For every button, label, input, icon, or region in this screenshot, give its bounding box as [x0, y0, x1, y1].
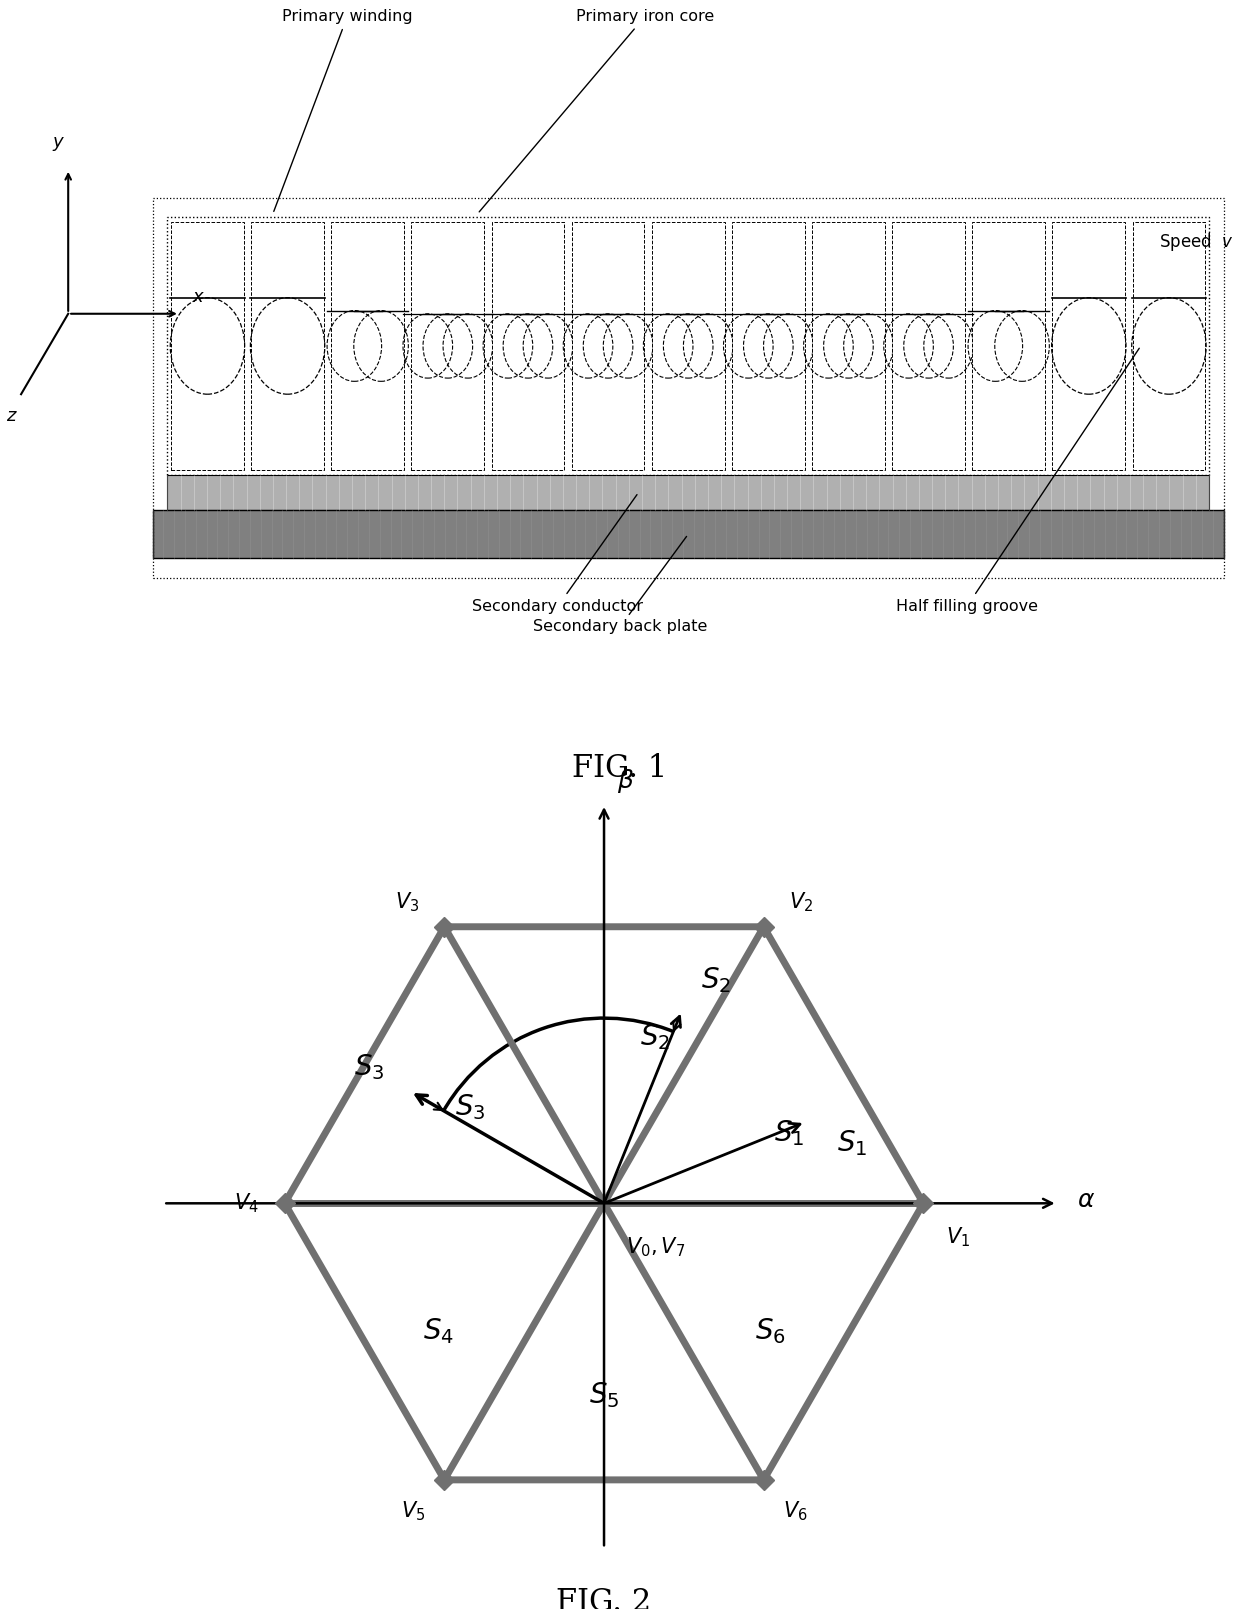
- Bar: [153, 510, 1224, 558]
- Bar: [153, 198, 1224, 578]
- Bar: [732, 222, 805, 470]
- Text: FIG. 1: FIG. 1: [573, 753, 667, 784]
- Bar: [167, 475, 1209, 510]
- Bar: [1053, 222, 1125, 470]
- Text: Secondary back plate: Secondary back plate: [533, 536, 707, 634]
- Bar: [331, 222, 404, 470]
- Text: Primary winding: Primary winding: [274, 10, 413, 211]
- Bar: [412, 222, 484, 470]
- Text: $\beta$: $\beta$: [616, 766, 634, 795]
- Text: $V_4$: $V_4$: [234, 1192, 259, 1215]
- Bar: [167, 217, 1209, 475]
- Bar: [252, 222, 324, 470]
- Text: $\mathit{S}_{5}$: $\mathit{S}_{5}$: [589, 1381, 619, 1409]
- Text: $V_5$: $V_5$: [401, 1500, 425, 1522]
- Text: Secondary conductor: Secondary conductor: [472, 494, 644, 613]
- Text: $\mathit{S}_{4}$: $\mathit{S}_{4}$: [423, 1316, 454, 1347]
- Text: $V_2$: $V_2$: [789, 890, 813, 914]
- Text: $\mathit{S}_2$: $\mathit{S}_2$: [701, 965, 730, 994]
- Bar: [652, 222, 724, 470]
- Text: $\alpha$: $\alpha$: [1076, 1187, 1095, 1212]
- Bar: [812, 222, 885, 470]
- Text: $\mathit{S}_{1}$: $\mathit{S}_{1}$: [774, 1118, 805, 1147]
- Text: Primary iron core: Primary iron core: [479, 10, 714, 212]
- Text: $\mathit{S}_{2}$: $\mathit{S}_{2}$: [640, 1022, 670, 1052]
- Bar: [1132, 222, 1205, 470]
- Text: $\mathit{S}_{3}$: $\mathit{S}_{3}$: [455, 1093, 485, 1123]
- Text: $\mathit{S}_{6}$: $\mathit{S}_{6}$: [755, 1316, 785, 1347]
- Text: $V_3$: $V_3$: [394, 890, 419, 914]
- Bar: [171, 222, 244, 470]
- Text: $z$: $z$: [6, 407, 19, 425]
- Text: $V_6$: $V_6$: [782, 1500, 807, 1522]
- Text: Half filling groove: Half filling groove: [897, 348, 1140, 613]
- Bar: [893, 222, 965, 470]
- Text: $\mathit{S}_1$: $\mathit{S}_1$: [837, 1128, 868, 1158]
- Text: $x$: $x$: [192, 288, 206, 306]
- Text: FIG. 2: FIG. 2: [557, 1586, 652, 1609]
- Bar: [491, 222, 564, 470]
- Text: $y$: $y$: [52, 135, 64, 153]
- Text: $V_0,V_7$: $V_0,V_7$: [626, 1236, 686, 1258]
- Text: $\mathit{S}_3$: $\mathit{S}_3$: [355, 1052, 384, 1081]
- Text: Speed  $v$: Speed $v$: [1159, 230, 1234, 253]
- Bar: [572, 222, 645, 470]
- Bar: [972, 222, 1045, 470]
- Text: $V_1$: $V_1$: [946, 1226, 970, 1249]
